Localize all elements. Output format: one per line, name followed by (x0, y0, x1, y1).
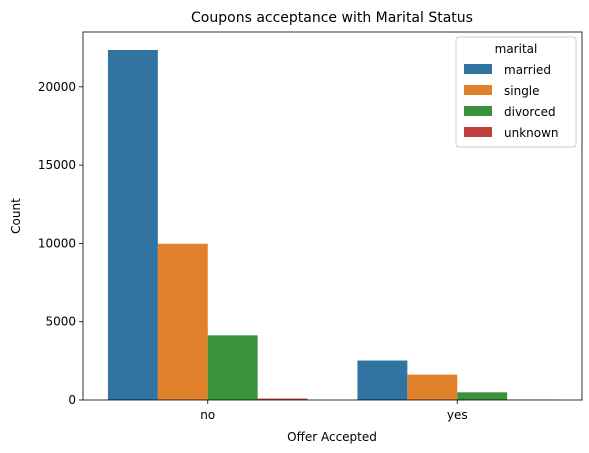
bar-single-yes (407, 374, 458, 400)
legend-label-divorced: divorced (504, 105, 556, 119)
bar-married-no (107, 50, 158, 400)
bar-unknown-no (257, 398, 308, 400)
y-tick-label: 10000 (38, 236, 76, 250)
legend-swatch-unknown (464, 127, 492, 137)
bar-married-yes (357, 360, 408, 400)
x-tick-label: no (200, 408, 215, 422)
legend-swatch-divorced (464, 106, 492, 116)
legend-title: marital (495, 42, 538, 56)
chart-title: Coupons acceptance with Marital Status (191, 10, 473, 26)
y-axis-label: Count (9, 198, 23, 234)
y-ticks: 0 5000 10000 15000 20000 (38, 80, 83, 407)
legend-label-single: single (504, 84, 540, 98)
x-ticks: no yes (200, 400, 468, 422)
bars-group (107, 50, 558, 400)
legend: marital married single divorced unknown (455, 36, 577, 148)
bar-divorced-no (207, 335, 258, 400)
y-tick-label: 20000 (38, 80, 76, 94)
x-axis-label: Offer Accepted (287, 430, 377, 444)
legend-label-married: married (504, 63, 551, 77)
plot-frame (82, 31, 583, 401)
legend-swatch-married (464, 64, 492, 74)
legend-swatch-single (464, 85, 492, 95)
x-tick-label: yes (447, 408, 468, 422)
bar-single-no (157, 243, 208, 400)
y-tick-label: 0 (68, 393, 76, 407)
legend-label-unknown: unknown (504, 126, 559, 140)
y-tick-label: 15000 (38, 158, 76, 172)
bar-divorced-yes (457, 392, 508, 400)
y-tick-label: 5000 (45, 315, 76, 329)
